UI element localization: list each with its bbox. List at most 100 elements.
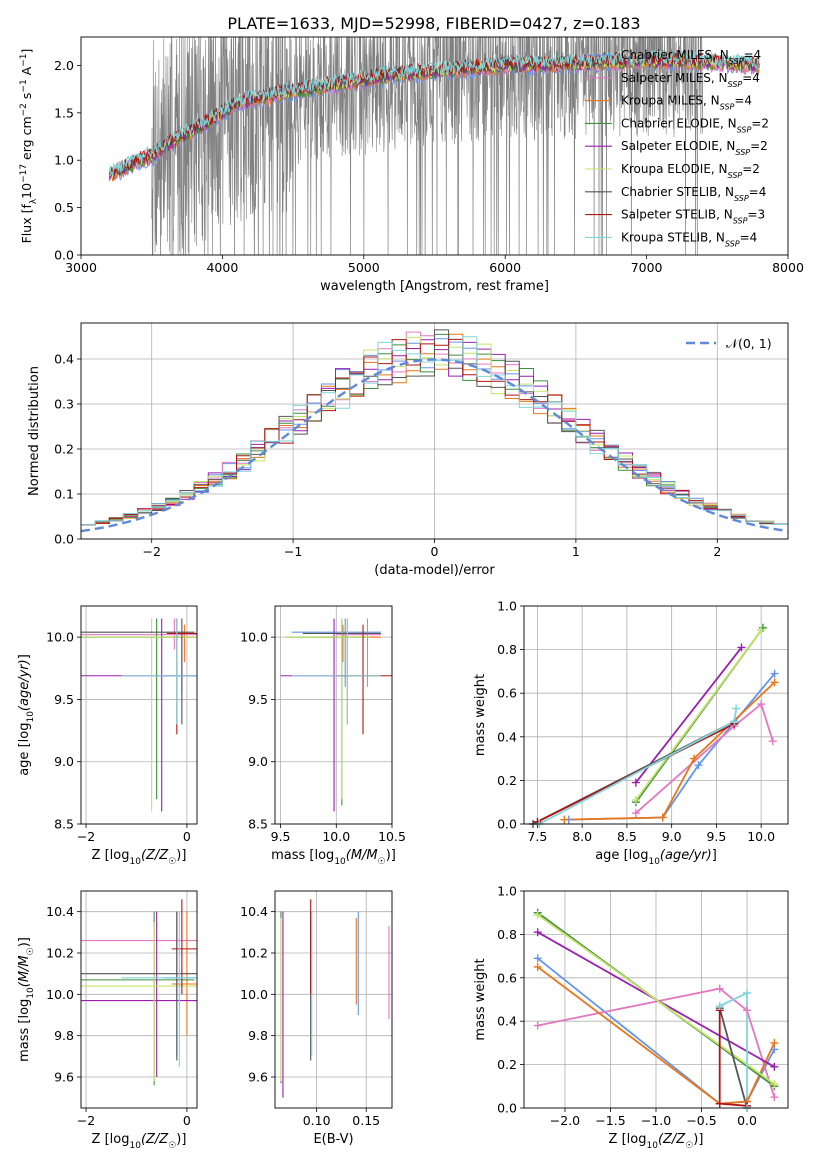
label-part: λ — [29, 198, 39, 204]
axes-border — [80, 36, 789, 256]
legend-label-text: Kroupa STELIB, N — [621, 230, 725, 244]
weight-point-marker — [533, 954, 542, 963]
y-tick-label: 0.0 — [54, 532, 74, 547]
label-part: ☉ — [168, 857, 176, 867]
y-tick-label: 0.0 — [54, 248, 74, 263]
legend-label: Kroupa MILES, NSSP=4 — [621, 94, 752, 112]
label-part: (age/yr) — [660, 848, 712, 863]
y-tick-label: 1.0 — [54, 153, 74, 168]
label-part: age [log — [595, 848, 648, 863]
y-tick-label: 9.5 — [248, 692, 268, 707]
y-tick-label: 8.5 — [54, 817, 74, 832]
y-tick-label: 1.0 — [497, 884, 517, 899]
label-part: Z [log — [609, 1132, 647, 1147]
x-tick-label: −2.0 — [550, 1113, 580, 1128]
weight-series-line — [635, 646, 743, 784]
x-tick-label: −2 — [77, 829, 95, 844]
figure-title: PLATE=1633, MJD=52998, FIBERID=0427, z=0… — [227, 14, 640, 33]
label-part: Z [log — [92, 848, 130, 863]
label-part: )] — [17, 937, 32, 947]
x-tick-label: −1.5 — [595, 1113, 625, 1128]
legend-label-sub: SSP — [733, 216, 748, 225]
y-tick-label: 0.0 — [497, 817, 517, 832]
weight-point-marker — [770, 1038, 779, 1047]
x-tick-label: 7000 — [631, 260, 663, 275]
y-tick-label: 0.5 — [54, 200, 74, 215]
axes-border — [80, 322, 789, 540]
label-part: mass [log — [17, 999, 32, 1062]
legend-label-text: Chabrier MILES, N — [621, 48, 729, 62]
label-part: ☉ — [685, 1141, 693, 1151]
y-tick-label: 9.0 — [248, 754, 268, 769]
weight-series-line — [635, 702, 774, 814]
label-part: )] — [176, 848, 186, 863]
plot-area-weight_age — [532, 627, 776, 824]
legend-label-tail: =4 — [743, 48, 761, 62]
y-tick-label: 0.2 — [54, 442, 74, 457]
label-part: )] — [386, 848, 396, 863]
legend-label: Salpeter STELIB, NSSP=3 — [621, 208, 765, 226]
y-tick-label: 10.2 — [46, 946, 74, 961]
x-tick-label: 5000 — [348, 260, 380, 275]
weight-point-marker — [533, 910, 542, 919]
label-part: (Z/Z — [658, 1132, 686, 1147]
legend-label-text: Salpeter STELIB, N — [621, 208, 733, 222]
weight-series-line — [635, 629, 762, 801]
legend-label-sub: SSP — [735, 148, 750, 157]
y-tick-label: 9.6 — [54, 1070, 74, 1085]
x-tick-label: 8.5 — [617, 829, 637, 844]
plot-area-spectrum — [108, 37, 760, 255]
x-tick-label: 6000 — [489, 260, 521, 275]
legend-label-tail: =4 — [734, 94, 752, 108]
y-tick-label: 0.2 — [497, 1057, 517, 1072]
y-tick-label: 1.0 — [497, 599, 517, 614]
weight-point-marker — [743, 988, 752, 997]
label-part: 10 — [129, 857, 141, 867]
x-axis-label: Z [log10(Z/Z☉)] — [92, 848, 187, 867]
legend-label-text: Salpeter ELODIE, N — [621, 139, 735, 153]
label-part: 10 — [19, 183, 34, 199]
label-part: 10 — [129, 1141, 141, 1151]
label-part: ] — [712, 848, 717, 863]
legend-label-text: Kroupa MILES, N — [621, 94, 720, 108]
weight-series-line — [564, 681, 776, 821]
y-axis-label: mass weight — [473, 674, 488, 756]
label-part: ] — [19, 49, 34, 54]
label-part: (age/yr) — [17, 659, 32, 711]
legend-label-text: Chabrier ELODIE, N — [621, 116, 737, 130]
y-tick-label: 10.0 — [46, 987, 74, 1002]
x-tick-label: 8.0 — [572, 829, 592, 844]
legend-label-text: Chabrier STELIB, N — [621, 185, 734, 199]
weight-point-marker — [533, 1021, 542, 1030]
legend-label-tail: =2 — [742, 162, 760, 176]
legend-label-sub: SSP — [728, 79, 743, 88]
y-tick-label: 8.5 — [248, 817, 268, 832]
y-tick-label: 10.0 — [240, 987, 268, 1002]
y-tick-label: 0.3 — [54, 397, 74, 412]
legend-label-tail: =2 — [751, 116, 769, 130]
legend-label-tail: =4 — [742, 71, 760, 85]
axes-residuals: −2 −1 0 1 2 0.0 0.1 0.2 0.3 0.4 (data-model)/error… — [27, 322, 789, 578]
weight-point-marker — [715, 1002, 724, 1011]
weight-point-marker — [694, 761, 703, 770]
weight-point-marker — [770, 678, 779, 687]
label-part: ☉ — [168, 1141, 176, 1151]
x-tick-label: 7.5 — [527, 829, 547, 844]
legend-label: Chabrier STELIB, NSSP=4 — [621, 185, 766, 203]
x-axis-label: wavelength [Angstrom, rest frame] — [320, 279, 549, 294]
y-axis-label: mass [log10(M/M☉)] — [17, 937, 36, 1062]
legend-label-sub: SSP — [725, 239, 740, 248]
plot-area-z_mass — [81, 899, 197, 1086]
x-tick-label: 0.10 — [303, 1113, 331, 1128]
x-tick-label: 0 — [183, 1113, 191, 1128]
x-tick-label: −1 — [284, 544, 302, 559]
y-tick-label: 10.0 — [240, 630, 268, 645]
legend-label: Kroupa ELODIE, NSSP=2 — [621, 162, 760, 180]
legend-label-tail: =2 — [750, 139, 768, 153]
weight-point-marker — [737, 643, 746, 652]
y-tick-label: 10.0 — [46, 630, 74, 645]
plot-area-z_age — [81, 618, 197, 812]
x-tick-label: 1 — [572, 544, 580, 559]
axes-mass_age: 9.5 10.0 10.5 8.5 9.0 9.5 10.0 mass [log10(M/M☉… — [240, 605, 406, 867]
